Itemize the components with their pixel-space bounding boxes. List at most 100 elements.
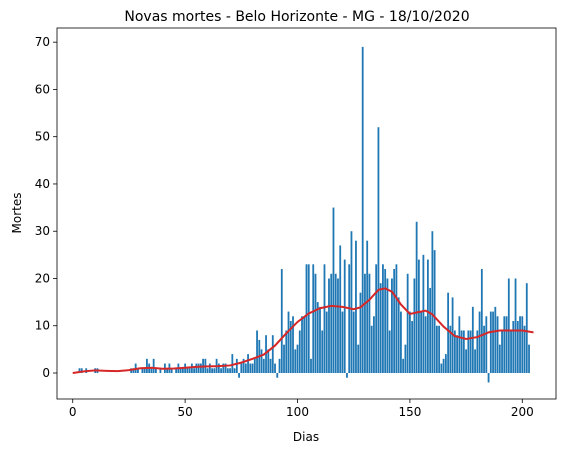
bar bbox=[429, 287, 432, 374]
bar bbox=[319, 306, 321, 374]
bar bbox=[220, 368, 222, 374]
bar bbox=[379, 283, 382, 374]
bar bbox=[512, 321, 515, 374]
bar bbox=[498, 344, 501, 374]
chart-title: Novas mortes - Belo Horizonte - MG - 18/… bbox=[124, 9, 469, 25]
y-tick-label: 50 bbox=[35, 130, 50, 144]
bar bbox=[226, 368, 229, 374]
bar bbox=[458, 316, 461, 373]
bar bbox=[249, 363, 252, 373]
bar bbox=[224, 363, 227, 373]
bar bbox=[269, 358, 272, 374]
bar bbox=[400, 311, 402, 374]
bar bbox=[150, 368, 153, 374]
bar-series bbox=[78, 46, 530, 383]
bar bbox=[431, 231, 434, 373]
bar bbox=[404, 344, 407, 374]
bar bbox=[350, 231, 353, 373]
bar bbox=[274, 363, 276, 373]
bar bbox=[348, 264, 351, 374]
bar bbox=[487, 373, 490, 383]
bar bbox=[370, 325, 373, 374]
bar bbox=[364, 273, 366, 374]
x-tick-label: 50 bbox=[177, 405, 192, 419]
bar bbox=[501, 330, 503, 374]
bar bbox=[193, 368, 196, 374]
bar bbox=[253, 358, 256, 374]
bar bbox=[143, 368, 146, 374]
x-axis-label: Dias bbox=[293, 430, 319, 444]
bar bbox=[494, 306, 497, 374]
bar bbox=[301, 316, 303, 373]
bar bbox=[442, 358, 445, 374]
bar bbox=[467, 330, 470, 374]
bar bbox=[339, 245, 342, 374]
trend-line bbox=[72, 287, 534, 374]
bar bbox=[368, 273, 371, 374]
bar bbox=[256, 330, 258, 374]
bar bbox=[240, 363, 243, 373]
bar bbox=[373, 316, 375, 373]
bar bbox=[328, 278, 330, 373]
bar bbox=[199, 363, 202, 373]
bar bbox=[469, 330, 472, 374]
bar bbox=[217, 363, 220, 373]
bar bbox=[480, 269, 483, 373]
bar bbox=[287, 311, 290, 374]
bar bbox=[440, 363, 443, 373]
bar bbox=[307, 264, 310, 374]
bar bbox=[406, 273, 409, 374]
bar bbox=[289, 321, 292, 374]
bar bbox=[195, 363, 198, 373]
y-tick-label: 60 bbox=[35, 82, 50, 96]
x-tick-label: 200 bbox=[511, 405, 534, 419]
bar bbox=[175, 368, 178, 374]
bar bbox=[476, 330, 479, 374]
bar bbox=[366, 240, 369, 374]
bar bbox=[235, 358, 238, 374]
bar bbox=[337, 278, 339, 373]
bar bbox=[186, 368, 189, 374]
bar bbox=[417, 259, 420, 374]
bar bbox=[507, 278, 510, 373]
bar bbox=[384, 269, 387, 373]
x-tick-label: 0 bbox=[69, 405, 77, 419]
bar bbox=[278, 358, 281, 374]
bar bbox=[296, 344, 299, 374]
bar bbox=[298, 330, 301, 374]
bar bbox=[456, 335, 458, 374]
bar bbox=[516, 321, 519, 374]
bar bbox=[179, 368, 182, 374]
bar bbox=[397, 297, 400, 374]
bar bbox=[453, 330, 456, 374]
x-tick-label: 150 bbox=[398, 405, 421, 419]
bar bbox=[325, 311, 328, 374]
bar bbox=[294, 349, 297, 374]
bar bbox=[449, 325, 452, 374]
bar bbox=[460, 330, 463, 374]
bar bbox=[166, 368, 169, 374]
bar bbox=[305, 264, 308, 374]
bar bbox=[310, 358, 312, 374]
bar bbox=[521, 316, 524, 373]
y-tick-label: 40 bbox=[35, 177, 50, 191]
bar bbox=[424, 316, 427, 373]
bar bbox=[514, 278, 517, 373]
bar bbox=[312, 264, 315, 374]
bar bbox=[341, 311, 344, 374]
bar bbox=[146, 358, 148, 374]
bar bbox=[206, 368, 209, 374]
bar bbox=[271, 335, 274, 374]
bar bbox=[496, 316, 499, 373]
x-tick-label: 100 bbox=[286, 405, 309, 419]
bar bbox=[213, 368, 216, 374]
bar bbox=[159, 368, 162, 374]
bar bbox=[181, 368, 184, 374]
bar bbox=[314, 273, 317, 374]
bar bbox=[357, 344, 360, 374]
bar bbox=[523, 325, 526, 374]
bar bbox=[483, 325, 485, 374]
bar bbox=[402, 358, 405, 374]
bar bbox=[231, 354, 234, 373]
